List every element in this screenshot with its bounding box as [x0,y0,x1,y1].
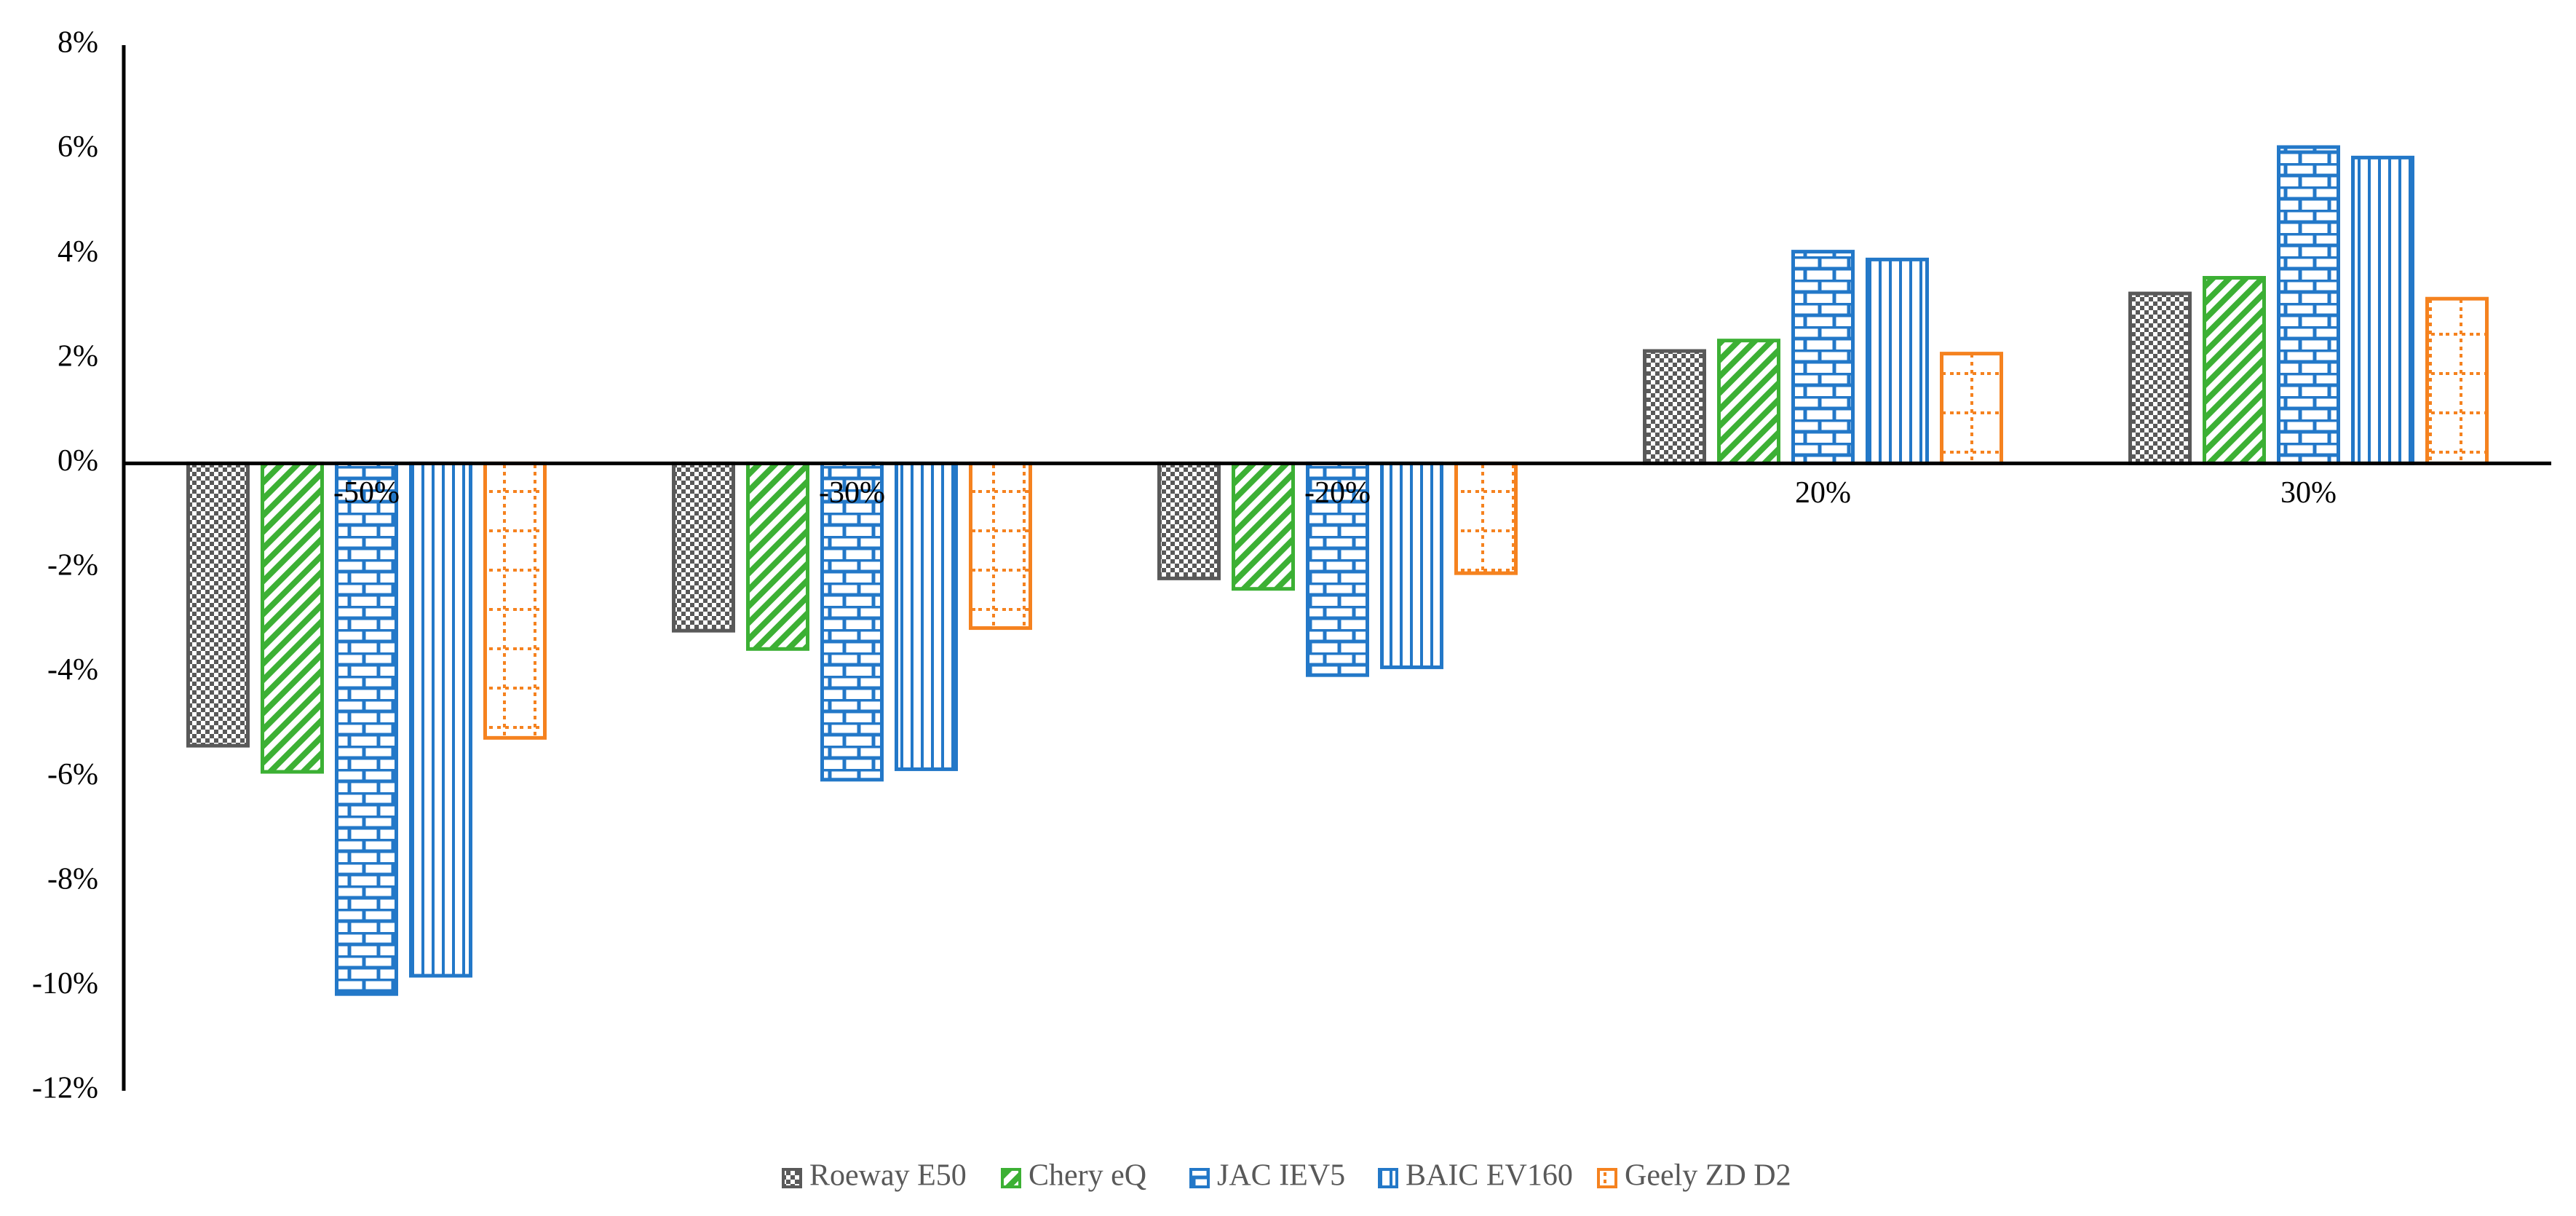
bar-jac-iev5-2 [1306,461,1369,677]
legend-item: Geely ZD D2 [1597,1159,1791,1193]
y-tick-label: -4% [47,653,98,687]
bar-chery-eq-3 [1717,339,1780,465]
y-tick-label: 6% [58,130,98,164]
bar-roeway-e50-4 [2128,291,2192,465]
bar-geely-zd-d2-1 [969,461,1032,631]
bar-geely-zd-d2-2 [1454,461,1518,575]
legend-swatch [1597,1168,1617,1188]
y-tick-label: 4% [58,235,98,269]
bar-chery-eq-1 [746,461,809,651]
legend-item: JAC IEV5 [1189,1159,1345,1193]
y-tick-label: 8% [58,26,98,60]
bar-roeway-e50-3 [1643,349,1706,465]
legend-item: Roeway E50 [782,1159,967,1193]
y-tick-label: -6% [47,758,98,791]
bar-geely-zd-d2-0 [483,461,547,740]
y-tick-label: 0% [58,444,98,478]
legend-item: Chery eQ [1001,1159,1146,1193]
legend-swatch [1001,1168,1021,1188]
bar-jac-iev5-3 [1791,250,1855,465]
y-tick-label: -2% [47,549,98,583]
legend: Roeway E50 Chery eQ JAC IEV5 BAIC EV160 Geel… [782,1159,1791,1193]
bar-baic-ev160-4 [2351,155,2414,465]
bar-chery-eq-2 [1232,461,1295,591]
legend-label: JAC IEV5 [1217,1159,1345,1193]
axes-layer [122,45,2551,1091]
bar-roeway-e50-1 [672,461,735,633]
bar-geely-zd-d2-4 [2425,296,2489,465]
legend-label: BAIC EV160 [1406,1159,1573,1193]
bar-baic-ev160-3 [1866,257,1929,465]
y-tick-label: -12% [32,1072,98,1105]
x-tick-label: -30% [819,476,885,510]
y-tick-label: 2% [58,339,98,373]
bar-jac-iev5-0 [335,461,398,996]
legend-swatch [782,1168,802,1188]
bar-roeway-e50-0 [186,461,250,748]
legend-label: Chery eQ [1029,1159,1146,1193]
legend-item: BAIC EV160 [1378,1159,1573,1193]
y-tick-label: -8% [47,862,98,896]
bar-chery-eq-4 [2203,276,2266,465]
x-tick-label: -50% [333,476,400,510]
bar-jac-iev5-1 [820,461,884,782]
bar-geely-zd-d2-3 [1940,352,2003,465]
legend-label: Geely ZD D2 [1625,1159,1791,1193]
bars-layer [186,145,2489,996]
bar-baic-ev160-2 [1380,461,1443,669]
labels-layer: -50% -30% -20% 20% 30% 8% 6% 4% 2% 0% -2% -4% -6% -8%… [32,26,2337,1105]
x-tick-label: 20% [1795,476,1851,510]
legend-swatch [1189,1168,1210,1188]
bar-roeway-e50-2 [1157,461,1221,580]
y-tick-label: -10% [32,967,98,1000]
legend-label: Roeway E50 [809,1159,967,1193]
x-tick-label: -20% [1304,476,1371,510]
x-tick-label: 30% [2280,476,2337,510]
bar-baic-ev160-1 [895,461,958,771]
bar-chery-eq-0 [261,461,324,774]
legend-swatch [1378,1168,1398,1188]
bar-jac-iev5-4 [2277,145,2340,465]
bar-baic-ev160-0 [409,461,472,978]
